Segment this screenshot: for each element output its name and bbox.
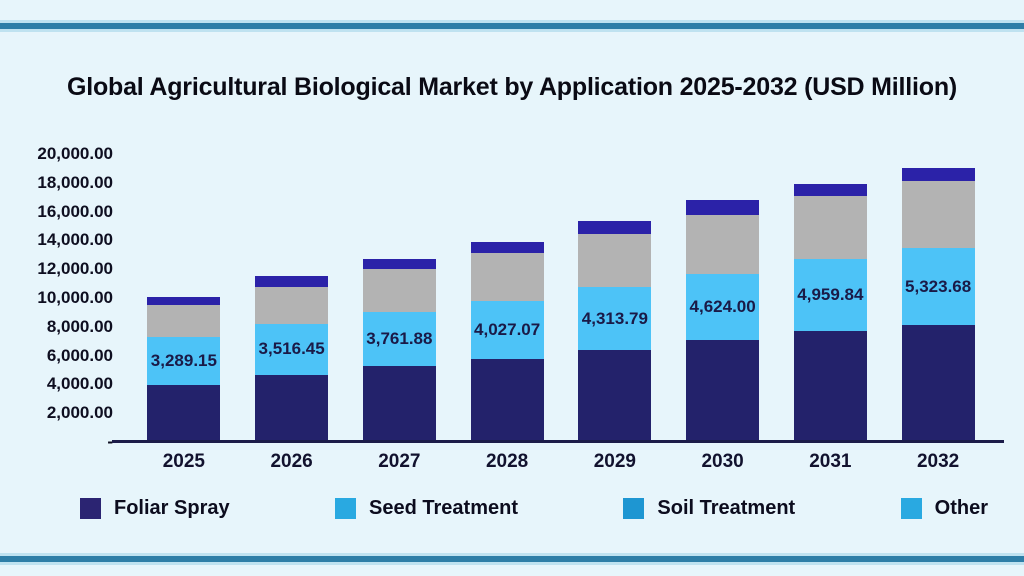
- x-axis-line: [112, 440, 1004, 443]
- bar-2029: 4,313.79: [578, 221, 652, 442]
- bar-segment-soil-treatment: [578, 234, 652, 288]
- bar-2028: 4,027.07: [470, 242, 544, 442]
- data-label: 4,027.07: [474, 319, 541, 339]
- bar-segment-seed-treatment: 4,624.00: [686, 273, 760, 341]
- x-axis-label-2032: 2032: [916, 451, 960, 472]
- y-axis-tick-label: 20,000.00: [37, 144, 113, 163]
- bar-2025: 3,289.15: [147, 297, 221, 442]
- y-axis-tick-label: 14,000.00: [37, 230, 113, 250]
- x-axis-label-2028: 2028: [485, 451, 529, 472]
- bar-segment-foliar-spray: [901, 324, 975, 442]
- chart-legend: Foliar Spray Seed Treatment Soil Treatment…: [0, 497, 1024, 520]
- bar-2032: 5,323.68: [901, 168, 975, 442]
- bar-segment-seed-treatment: 4,959.84: [793, 259, 867, 331]
- x-axis-label-2027: 2027: [378, 451, 421, 472]
- legend-label: Soil Treatment: [657, 497, 796, 519]
- bar-segment-foliar-spray: [578, 349, 652, 442]
- bar-segment-foliar-spray: [470, 358, 544, 442]
- bar-segment-seed-treatment: 3,761.88: [362, 311, 436, 366]
- bar-segment-soil-treatment: [470, 252, 544, 301]
- bar-plot-area: 3,289.15 3,516.45 3,761.88 4,027.07 4,313.79…: [130, 142, 992, 442]
- bar-segment-seed-treatment: 4,313.79: [578, 287, 652, 350]
- bar-segment-seed-treatment: 3,516.45: [255, 323, 329, 375]
- y-axis: 20,000.00 18,000.00 16,000.00 14,000.00 12,0…: [0, 142, 113, 451]
- x-axis-label-2026: 2026: [270, 451, 313, 472]
- y-axis-tick-label: 12,000.00: [37, 259, 113, 279]
- bar-segment-other: [686, 200, 760, 216]
- bar-segment-other: [255, 276, 329, 287]
- bar-segment-foliar-spray: [362, 365, 436, 442]
- bar-segment-other: [147, 297, 221, 305]
- x-axis-labels: 2025 2026 2027 2028 2029 2030 2031 2032: [130, 451, 992, 473]
- data-label: 3,516.45: [258, 339, 325, 359]
- bar-segment-other: [901, 168, 975, 181]
- top-border-line: [0, 20, 1024, 32]
- legend-swatch-icon: [80, 498, 101, 519]
- bar-segment-other: [362, 258, 436, 270]
- bar-segment-seed-treatment: 5,323.68: [901, 248, 975, 325]
- legend-label: Foliar Spray: [114, 497, 230, 519]
- legend-item-soil-treatment: Soil Treatment: [623, 497, 795, 520]
- data-label: 4,959.84: [797, 284, 864, 304]
- legend-swatch-icon: [900, 498, 922, 519]
- legend-item-seed-treatment: Seed Treatment: [335, 497, 518, 520]
- bar-segment-other: [578, 221, 652, 235]
- x-axis-label-2025: 2025: [162, 451, 206, 472]
- bar-segment-soil-treatment: [793, 195, 867, 260]
- y-axis-tick-label: 2,000.00: [46, 403, 113, 423]
- x-axis-label-2030: 2030: [701, 451, 744, 472]
- data-label: 4,313.79: [581, 308, 648, 328]
- bar-segment-foliar-spray: [686, 340, 760, 442]
- y-axis-tick-label: 4,000.00: [46, 374, 113, 394]
- bar-segment-foliar-spray: [147, 384, 221, 442]
- bar-segment-other: [793, 183, 867, 196]
- legend-label: Other: [934, 497, 988, 519]
- data-label: 4,624.00: [689, 297, 756, 317]
- data-label: 3,761.88: [366, 328, 433, 348]
- chart-title: Global Agricultural Biological Market by…: [66, 72, 958, 101]
- bar-segment-soil-treatment: [362, 269, 436, 312]
- y-axis-tick-label: 8,000.00: [46, 316, 113, 336]
- bar-2027: 3,761.88: [362, 258, 436, 442]
- bar-segment-soil-treatment: [901, 180, 975, 249]
- bar-2030: 4,624.00: [686, 200, 760, 442]
- bar-segment-foliar-spray: [793, 330, 867, 442]
- bar-segment-other: [470, 242, 544, 253]
- bottom-border-line: [0, 553, 1024, 565]
- y-axis-tick-label: 18,000.00: [37, 172, 113, 192]
- legend-item-foliar-spray: Foliar Spray: [80, 497, 230, 520]
- legend-label: Seed Treatment: [369, 497, 518, 519]
- legend-swatch-icon: [335, 498, 357, 519]
- bar-segment-seed-treatment: 4,027.07: [470, 300, 544, 359]
- bar-segment-soil-treatment: [147, 304, 221, 338]
- bar-2026: 3,516.45: [255, 276, 329, 442]
- bar-segment-soil-treatment: [686, 215, 760, 274]
- legend-swatch-icon: [623, 498, 645, 519]
- x-axis-label-2029: 2029: [593, 451, 637, 472]
- bar-segment-foliar-spray: [255, 374, 329, 442]
- bar-2031: 4,959.84: [793, 183, 867, 442]
- legend-item-other: Other: [900, 497, 988, 520]
- y-axis-tick-label: 6,000.00: [46, 345, 113, 365]
- y-axis-tick-label: 10,000.00: [37, 288, 113, 307]
- data-label: 3,289.15: [150, 351, 217, 371]
- x-axis-label-2031: 2031: [809, 451, 852, 472]
- y-axis-tick-label: 16,000.00: [37, 201, 113, 221]
- bar-segment-soil-treatment: [255, 286, 329, 324]
- bar-segment-seed-treatment: 3,289.15: [147, 337, 221, 385]
- y-axis-tick-label: -: [107, 432, 113, 451]
- data-label: 5,323.68: [905, 276, 972, 296]
